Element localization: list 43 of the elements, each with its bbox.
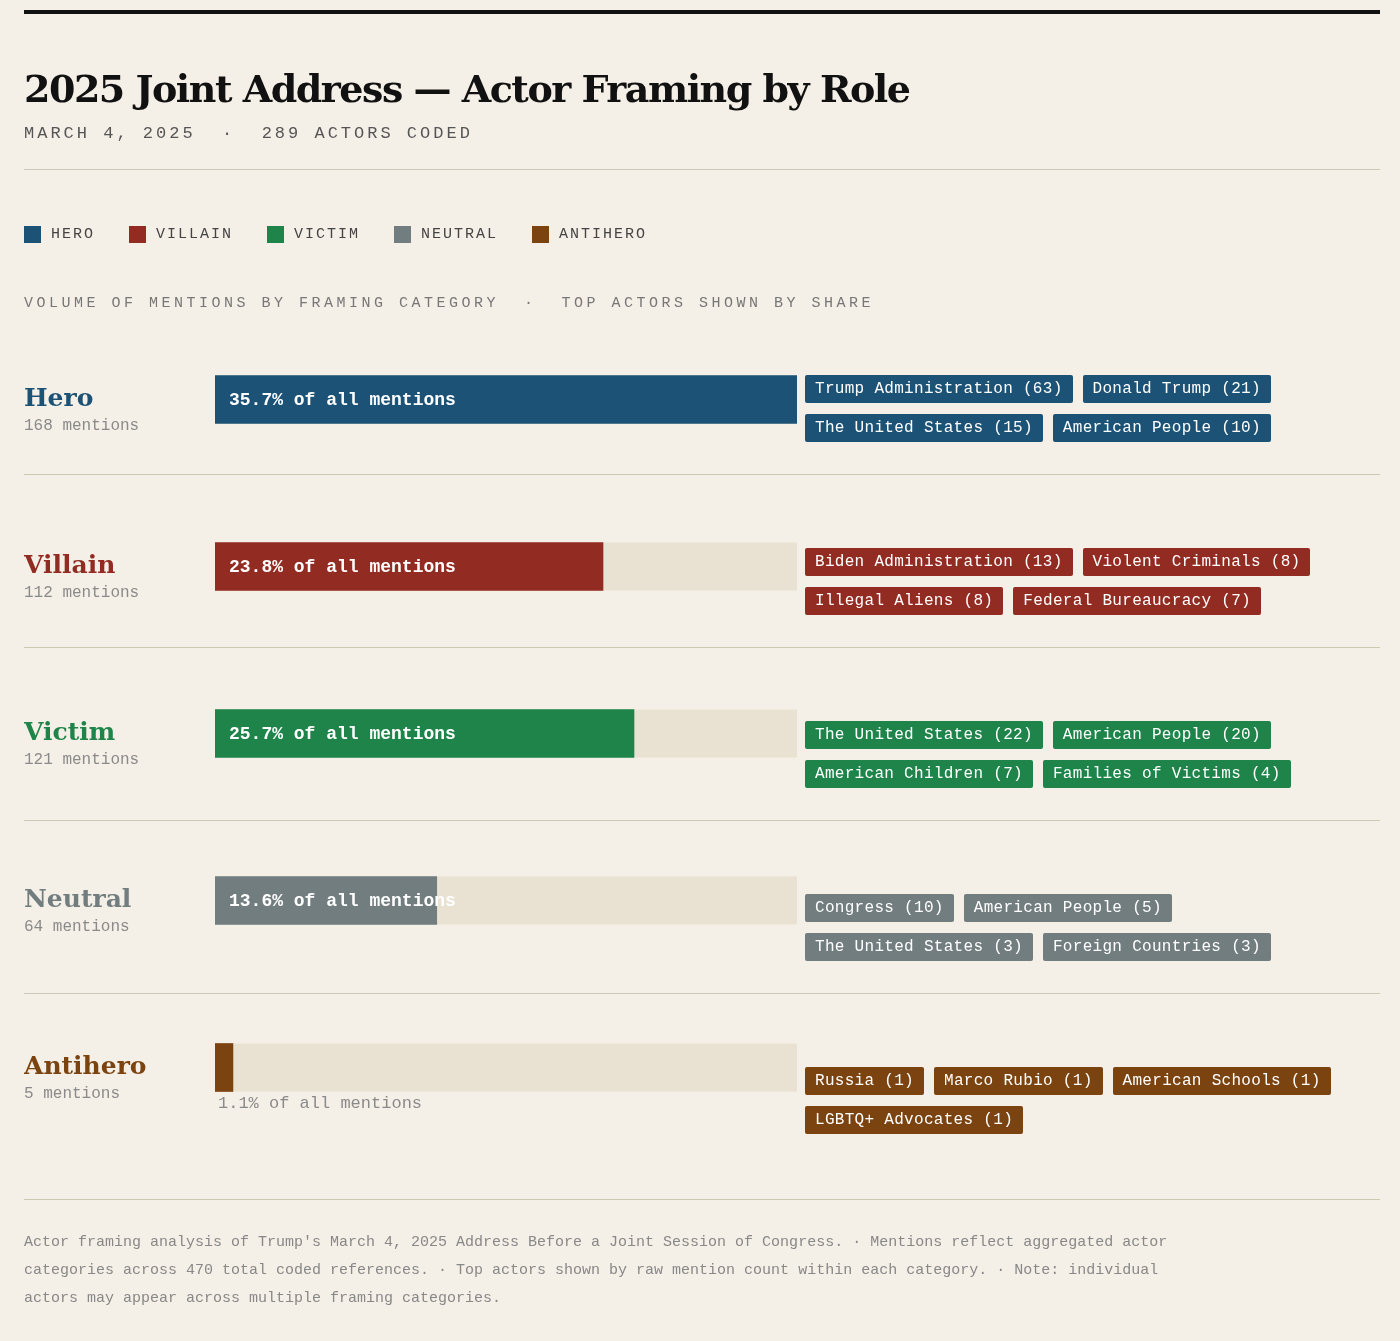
chart-subtitle: MARCH 4, 2025 · 289 ACTORS CODED bbox=[24, 124, 473, 143]
y-tick-label: Antihero bbox=[23, 1051, 147, 1080]
chart-title: 2025 Joint Address — Actor Framing by Role bbox=[24, 66, 910, 111]
text: Russia (1) bbox=[805, 1066, 925, 1095]
text: American Children (7) bbox=[805, 759, 1033, 788]
legend-label: VICTIM bbox=[294, 226, 361, 243]
text: Families of Victims (4) bbox=[1042, 759, 1291, 788]
text: Illegal Aliens (8) bbox=[805, 586, 1004, 615]
text: American People (20) bbox=[1052, 720, 1271, 749]
text: Actor framing analysis of Trump's March 4, 2025 Address Before a Joint Session of Congress. · Mentions reflect aggregated actor categories across 470 total coded references. · Top actors shown by raw mention count within each category. · Note: individual actors may appear across multiple framing categories. bbox=[24, 1233, 1169, 1309]
y-tick-label: Neutral bbox=[24, 884, 132, 913]
text: Trump Administration (63) bbox=[805, 374, 1073, 403]
text: Violent Criminals (8) bbox=[1082, 547, 1311, 576]
text: Marco Rubio (1) bbox=[934, 1066, 1103, 1095]
y-tick-label: Hero bbox=[24, 383, 94, 412]
text: Federal Bureaucracy (7) bbox=[1013, 586, 1261, 615]
text: LGBTQ+ Advocates (1) bbox=[805, 1105, 1024, 1134]
text: Biden Administration (13) bbox=[805, 547, 1073, 576]
text: Congress (10) bbox=[805, 893, 954, 922]
text: 121 mentions bbox=[24, 750, 140, 769]
y-tick-label: Villain bbox=[23, 550, 116, 579]
text: American People (10) bbox=[1052, 413, 1271, 442]
data-label: 1.1% of all mentions bbox=[218, 1094, 423, 1113]
text: 112 mentions bbox=[24, 583, 140, 602]
text: 5 mentions bbox=[24, 1084, 121, 1103]
text: VOLUME OF MENTIONS BY FRAMING CATEGORY · TOP ACTORS SHOWN BY SHARE bbox=[24, 295, 875, 312]
legend-label: HERO bbox=[51, 226, 96, 243]
text: The United States (22) bbox=[805, 720, 1043, 749]
text: American People (5) bbox=[963, 893, 1172, 922]
text: 64 mentions bbox=[24, 917, 130, 936]
legend-label: NEUTRAL bbox=[421, 226, 499, 243]
text: The United States (15) bbox=[805, 413, 1043, 442]
text: Foreign Countries (3) bbox=[1042, 932, 1271, 961]
text: The United States (3) bbox=[805, 932, 1033, 961]
data-label: 35.7% of all mentions bbox=[229, 390, 456, 411]
data-label: 25.7% of all mentions bbox=[229, 724, 456, 745]
text: Donald Trump (21) bbox=[1082, 374, 1271, 403]
legend-label: ANTIHERO bbox=[559, 226, 648, 243]
y-tick-label: Victim bbox=[23, 717, 116, 746]
data-label: 23.8% of all mentions bbox=[229, 557, 456, 578]
text: American Schools (1) bbox=[1112, 1066, 1331, 1095]
text: 168 mentions bbox=[24, 416, 140, 435]
legend-label: VILLAIN bbox=[156, 226, 234, 243]
